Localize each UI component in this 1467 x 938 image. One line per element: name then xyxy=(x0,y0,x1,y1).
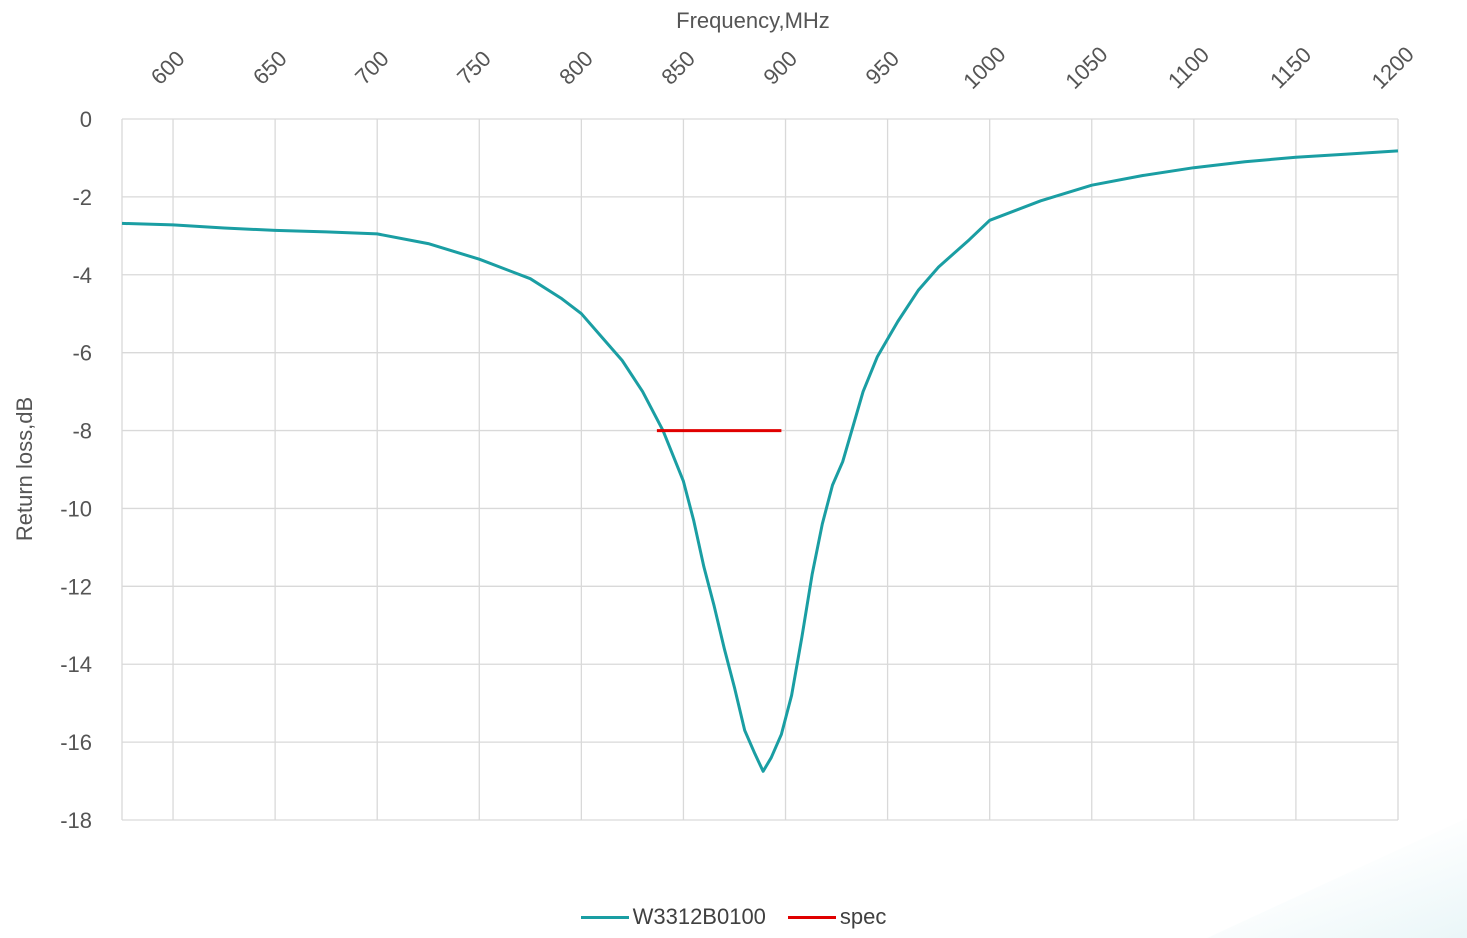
x-tick-label: 1000 xyxy=(958,42,1010,94)
x-tick-label: 600 xyxy=(146,46,190,90)
y-tick-label: -16 xyxy=(60,730,92,755)
x-tick-label: 1150 xyxy=(1265,42,1316,93)
legend-swatch-series-2 xyxy=(787,915,836,919)
x-tick-label: 950 xyxy=(860,46,904,90)
x-tick-label: 800 xyxy=(554,46,598,90)
x-tick-label: 1100 xyxy=(1163,42,1214,93)
series-line-1 xyxy=(121,149,1399,773)
x-tick-label: 1050 xyxy=(1060,42,1112,94)
legend-label-series-1: W3312B0100 xyxy=(632,904,766,929)
x-tick-label: 650 xyxy=(248,46,292,90)
x-tick-label: 900 xyxy=(758,46,802,90)
y-tick-label: -6 xyxy=(72,341,92,366)
legend-item-series-1: W3312B0100 xyxy=(580,904,766,930)
y-axis-title: Return loss,dB xyxy=(12,397,37,541)
x-tick-labels: 600 650 700 750 800 850 900 950 1000 1050 1100 1150… xyxy=(146,42,1419,94)
y-tick-labels: 0 -2 -4 -6 -8 -10 -12 -14 -16 -18 xyxy=(60,107,92,833)
x-tick-label: 700 xyxy=(350,46,394,90)
y-tick-label: -12 xyxy=(60,574,92,599)
legend-label-series-2: spec xyxy=(839,904,887,929)
x-axis-title: Frequency,MHz xyxy=(676,8,830,33)
y-tick-label: -18 xyxy=(60,808,92,833)
y-tick-label: 0 xyxy=(80,107,92,132)
y-tick-label: -4 xyxy=(72,263,92,288)
y-tick-label: -10 xyxy=(60,496,92,521)
y-tick-label: -8 xyxy=(72,419,92,444)
legend-swatch-series-1 xyxy=(580,915,629,919)
grid-lines xyxy=(121,118,1399,821)
x-tick-label: 1200 xyxy=(1367,42,1419,94)
x-tick-label: 850 xyxy=(656,46,700,90)
legend: W3312B0100 spec xyxy=(0,904,1467,930)
y-tick-label: -2 xyxy=(72,185,92,210)
y-tick-label: -14 xyxy=(60,652,92,677)
legend-item-series-2: spec xyxy=(787,904,887,930)
series-lines xyxy=(121,149,1399,773)
x-tick-label: 750 xyxy=(452,46,496,90)
